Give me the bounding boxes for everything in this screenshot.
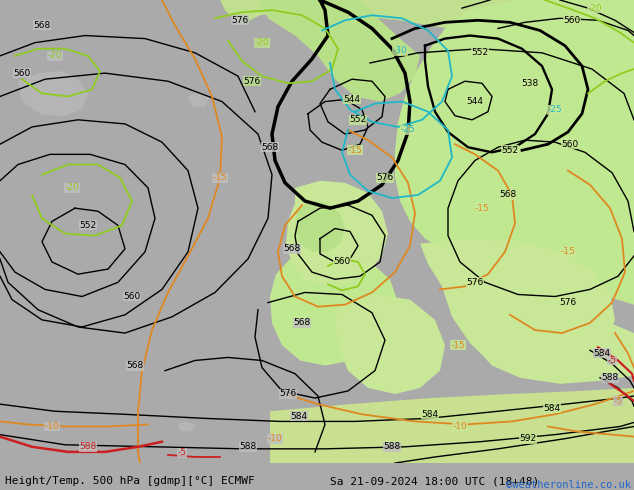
Text: 552: 552 bbox=[349, 115, 366, 124]
Text: -10: -10 bbox=[44, 422, 60, 431]
Text: -15: -15 bbox=[451, 341, 465, 350]
Polygon shape bbox=[260, 0, 420, 101]
Text: -15: -15 bbox=[347, 146, 363, 155]
Polygon shape bbox=[475, 320, 634, 384]
Polygon shape bbox=[286, 181, 388, 284]
Polygon shape bbox=[270, 388, 634, 463]
Text: -5: -5 bbox=[178, 448, 186, 457]
Text: 568: 568 bbox=[34, 21, 51, 30]
Text: -25: -25 bbox=[401, 125, 415, 134]
Polygon shape bbox=[188, 92, 210, 107]
Text: -20: -20 bbox=[48, 51, 62, 60]
Text: 568: 568 bbox=[500, 191, 517, 199]
Text: 560: 560 bbox=[333, 257, 351, 267]
Text: 552: 552 bbox=[79, 221, 96, 230]
Text: 560: 560 bbox=[564, 16, 581, 25]
Text: 592: 592 bbox=[519, 434, 536, 443]
Text: -15: -15 bbox=[560, 247, 576, 256]
Text: -10: -10 bbox=[453, 422, 467, 431]
Text: 576: 576 bbox=[467, 278, 484, 287]
Text: 568: 568 bbox=[294, 318, 311, 327]
Text: -5: -5 bbox=[614, 396, 623, 406]
Text: 588: 588 bbox=[384, 442, 401, 451]
Polygon shape bbox=[294, 201, 345, 252]
Polygon shape bbox=[335, 294, 445, 394]
Text: -20: -20 bbox=[65, 183, 79, 193]
Text: 576: 576 bbox=[243, 77, 261, 86]
Polygon shape bbox=[380, 0, 634, 305]
Text: 552: 552 bbox=[472, 49, 489, 57]
Polygon shape bbox=[178, 421, 195, 432]
Text: 576: 576 bbox=[377, 173, 394, 182]
Text: 544: 544 bbox=[344, 95, 361, 104]
Text: -5: -5 bbox=[607, 356, 616, 365]
Text: ©weatheronline.co.uk: ©weatheronline.co.uk bbox=[506, 480, 631, 490]
Text: 560: 560 bbox=[561, 140, 579, 148]
Text: Sa 21-09-2024 18:00 UTC (18+48): Sa 21-09-2024 18:00 UTC (18+48) bbox=[330, 476, 539, 486]
Text: 544: 544 bbox=[467, 97, 484, 106]
Polygon shape bbox=[220, 0, 634, 51]
Text: 588: 588 bbox=[79, 442, 96, 451]
Text: 588: 588 bbox=[602, 373, 619, 382]
Text: 588: 588 bbox=[240, 442, 257, 451]
Text: 560: 560 bbox=[124, 292, 141, 301]
Text: Height/Temp. 500 hPa [gdmp][°C] ECMWF: Height/Temp. 500 hPa [gdmp][°C] ECMWF bbox=[5, 476, 255, 486]
Text: 552: 552 bbox=[501, 146, 519, 155]
Text: 568: 568 bbox=[261, 143, 278, 152]
Text: 584: 584 bbox=[543, 404, 560, 413]
Text: 584: 584 bbox=[593, 349, 611, 358]
Text: -20: -20 bbox=[255, 38, 269, 47]
Text: 576: 576 bbox=[559, 298, 577, 307]
Polygon shape bbox=[270, 252, 398, 366]
Bar bbox=[0, 426, 634, 463]
Text: -15: -15 bbox=[475, 204, 489, 213]
Text: 584: 584 bbox=[422, 410, 439, 419]
Text: -25: -25 bbox=[548, 105, 562, 114]
Text: -20: -20 bbox=[588, 3, 602, 13]
Text: -15: -15 bbox=[212, 173, 228, 182]
Text: 538: 538 bbox=[521, 79, 539, 88]
Text: -10: -10 bbox=[268, 434, 282, 443]
Text: 560: 560 bbox=[13, 69, 30, 77]
Text: 584: 584 bbox=[290, 412, 307, 421]
Polygon shape bbox=[420, 239, 615, 378]
Text: 576: 576 bbox=[231, 16, 249, 25]
Text: 576: 576 bbox=[280, 390, 297, 398]
Text: 568: 568 bbox=[283, 245, 301, 253]
Text: 568: 568 bbox=[126, 361, 144, 370]
Text: -30: -30 bbox=[392, 46, 408, 55]
Polygon shape bbox=[18, 71, 88, 117]
